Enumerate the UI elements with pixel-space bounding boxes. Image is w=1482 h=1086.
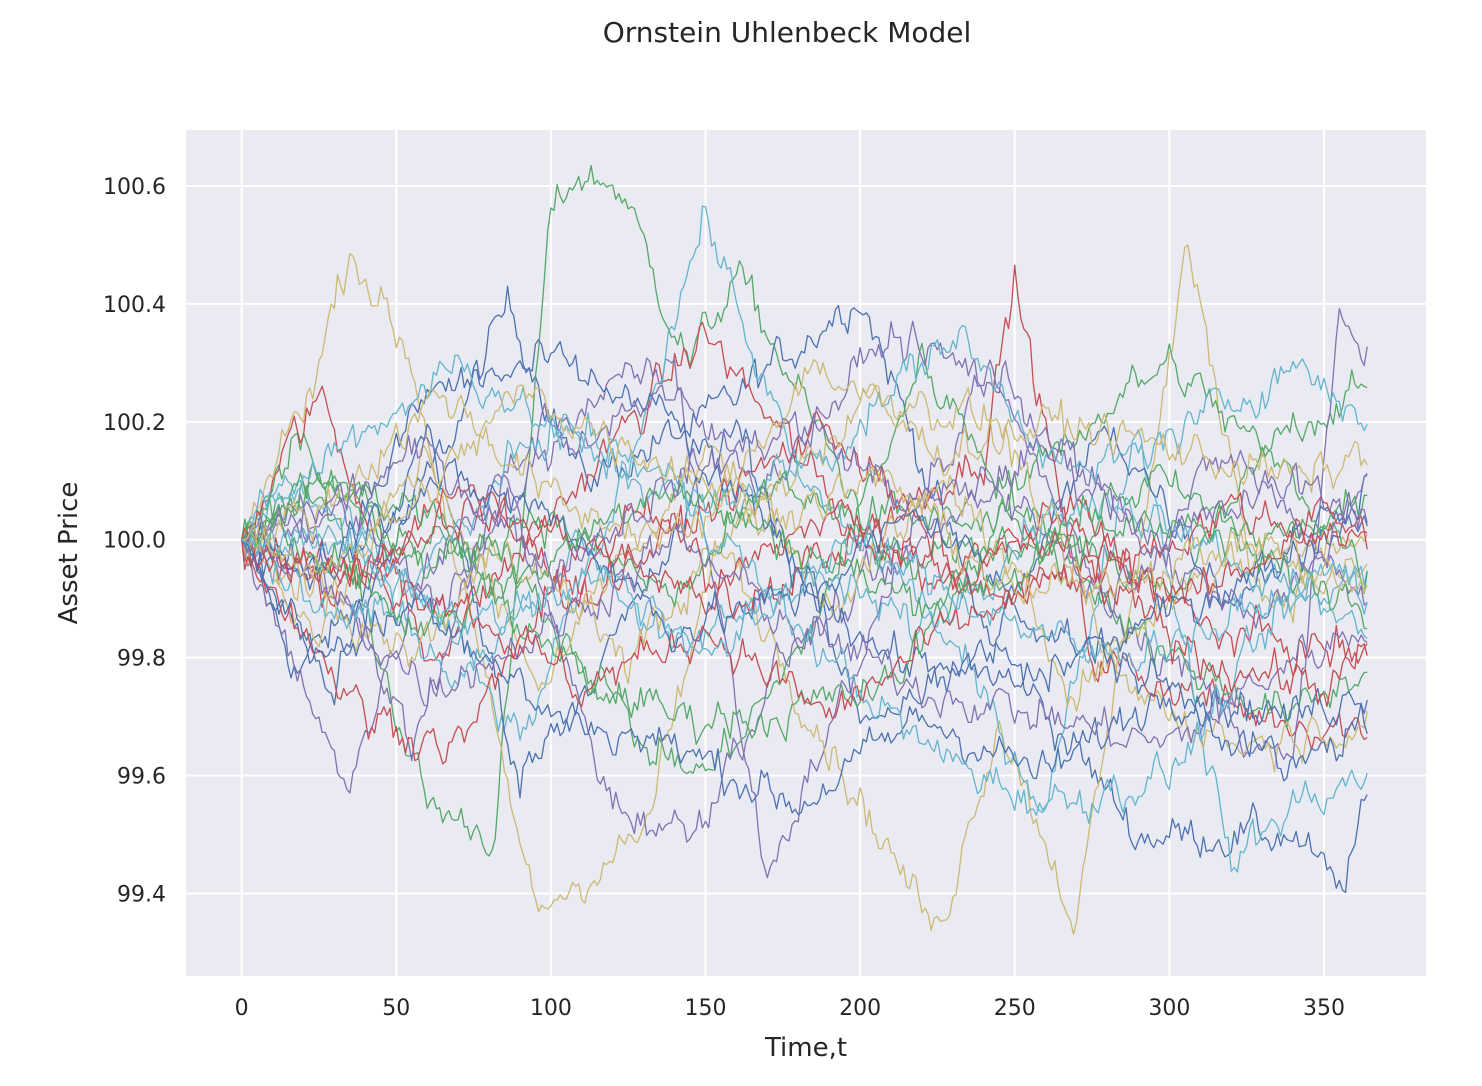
x-tick-label: 300 <box>1148 996 1190 1021</box>
y-tick-label: 100.4 <box>103 293 166 318</box>
series-line <box>241 464 1368 608</box>
series-line <box>241 343 1368 745</box>
series-line <box>241 493 1368 690</box>
x-tick-label: 350 <box>1303 996 1345 1021</box>
series-line <box>241 320 1368 629</box>
series-line <box>241 520 1368 672</box>
ticks: 0 50 100 150 200 250 300 350 99.4 99.6 99.8 100.0 10… <box>103 175 1345 1021</box>
x-tick-label: 250 <box>994 996 1036 1021</box>
x-tick-label: 100 <box>530 996 572 1021</box>
series-line <box>241 492 1368 765</box>
series-line <box>241 342 1368 775</box>
x-tick-label: 0 <box>235 996 249 1021</box>
series-line <box>241 205 1368 873</box>
x-tick-label: 200 <box>839 996 881 1021</box>
series-line <box>241 285 1368 894</box>
x-axis-label: Time,t <box>764 1033 847 1063</box>
y-tick-label: 99.8 <box>117 647 166 672</box>
series-line <box>241 521 1368 749</box>
series-line <box>241 539 1368 816</box>
y-axis-label: Asset Price <box>54 482 84 625</box>
grid <box>186 130 1426 976</box>
series-line <box>241 412 1368 824</box>
series-line <box>241 496 1368 615</box>
y-tick-label: 99.6 <box>117 765 166 790</box>
y-tick-label: 100.6 <box>103 175 166 200</box>
y-tick-label: 99.4 <box>117 882 166 907</box>
series-group <box>241 164 1368 935</box>
chart-title: Ornstein Uhlenbeck Model <box>603 16 972 49</box>
y-tick-label: 100.0 <box>103 529 166 554</box>
x-tick-label: 150 <box>685 996 727 1021</box>
series-line <box>241 164 1368 857</box>
series-line <box>241 411 1368 593</box>
series-line <box>241 264 1368 751</box>
series-line <box>241 359 1368 565</box>
series-line <box>241 443 1368 712</box>
series-line <box>241 244 1368 935</box>
series-line <box>241 384 1368 606</box>
series-line <box>241 384 1368 772</box>
y-tick-label: 100.2 <box>103 411 166 436</box>
x-tick-label: 50 <box>382 996 410 1021</box>
